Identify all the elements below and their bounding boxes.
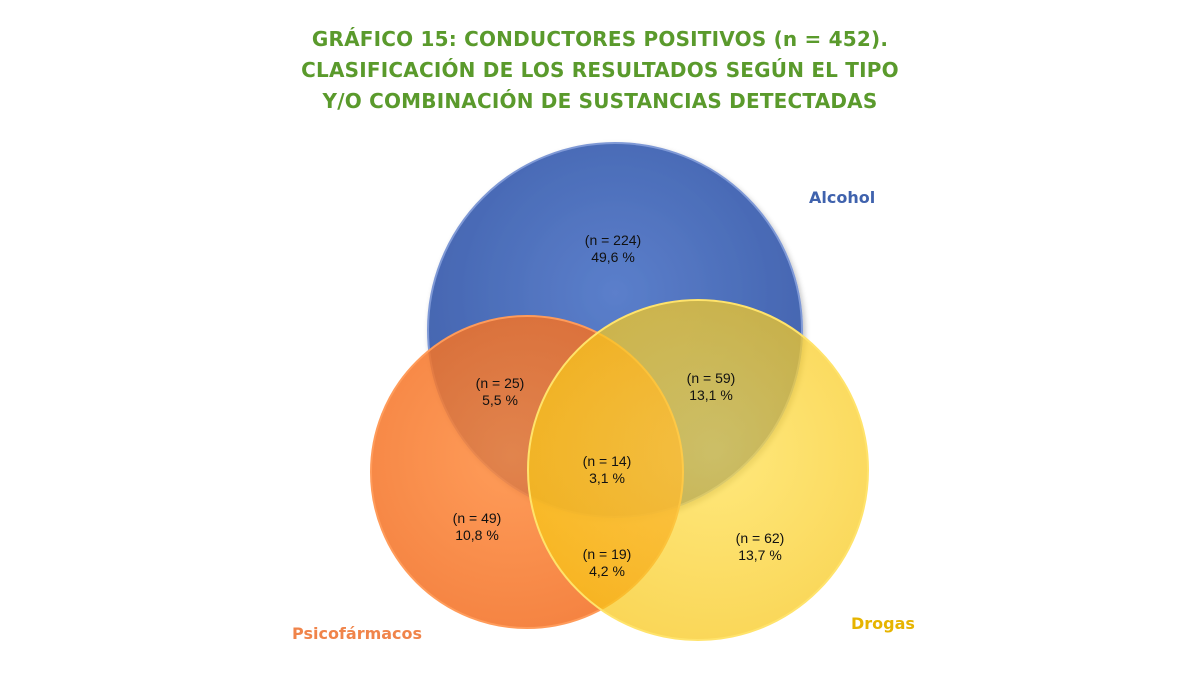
title-line-1: GRÁFICO 15: CONDUCTORES POSITIVOS (n = 4…	[311, 27, 889, 51]
region-alcohol-psicofarmacos: (n = 25) 5,5 %	[430, 375, 570, 409]
region-alcohol-only: (n = 224) 49,6 %	[543, 232, 683, 266]
region-count: (n = 14)	[582, 453, 632, 469]
region-percent: 5,5 %	[482, 392, 518, 408]
region-psicofarmacos-only: (n = 49) 10,8 %	[407, 510, 547, 544]
region-all-three: (n = 14) 3,1 %	[537, 453, 677, 487]
title-line-2: CLASIFICACIÓN DE LOS RESULTADOS SEGÚN EL…	[301, 58, 899, 82]
region-percent: 3,1 %	[589, 470, 625, 486]
region-percent: 13,7 %	[738, 547, 782, 563]
region-count: (n = 19)	[582, 546, 632, 562]
set-label-psicofarmacos: Psicofármacos	[292, 624, 423, 643]
set-label-alcohol: Alcohol	[809, 188, 876, 207]
region-percent: 4,2 %	[589, 563, 625, 579]
drogas-circle	[527, 299, 869, 641]
region-percent: 13,1 %	[689, 387, 733, 403]
region-count: (n = 62)	[735, 530, 785, 546]
set-label-drogas: Drogas	[851, 614, 915, 633]
region-percent: 10,8 %	[455, 527, 499, 543]
chart-title: GRÁFICO 15: CONDUCTORES POSITIVOS (n = 4…	[0, 24, 1200, 117]
region-count: (n = 59)	[686, 370, 736, 386]
title-line-3: Y/O COMBINACIÓN DE SUSTANCIAS DETECTADAS	[322, 89, 878, 113]
region-count: (n = 224)	[584, 232, 642, 248]
region-count: (n = 25)	[475, 375, 525, 391]
region-drogas-only: (n = 62) 13,7 %	[690, 530, 830, 564]
region-psicofarmacos-drogas: (n = 19) 4,2 %	[537, 546, 677, 580]
region-alcohol-drogas: (n = 59) 13,1 %	[641, 370, 781, 404]
region-percent: 49,6 %	[591, 249, 635, 265]
region-count: (n = 49)	[452, 510, 502, 526]
